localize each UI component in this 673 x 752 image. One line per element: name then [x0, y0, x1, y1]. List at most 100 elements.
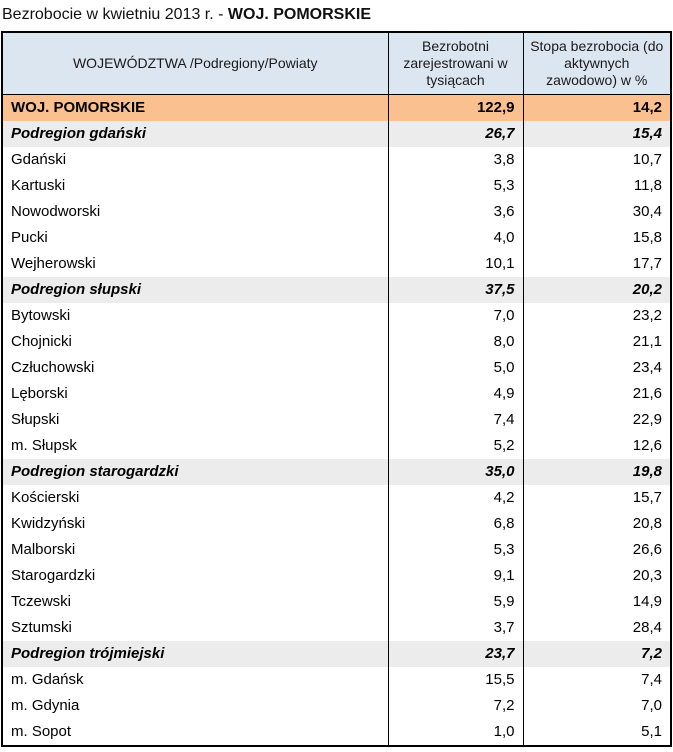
table-row: Chojnicki 8,0 21,1: [2, 328, 671, 355]
row-rate-value: 19,8: [522, 458, 671, 485]
row-unemployed-value: 15,5: [387, 666, 523, 693]
row-unemployed-value: 3,8: [387, 146, 523, 173]
table-row: Człuchowski 5,0 23,4: [2, 354, 671, 381]
row-rate-value: 23,2: [522, 302, 671, 329]
row-unemployed-value: 7,0: [387, 302, 523, 329]
row-label: Gdański: [11, 150, 67, 168]
row-label: Chojnicki: [11, 332, 72, 350]
row-unemployed-value: 5,2: [387, 432, 523, 459]
page-title-region: WOJ. POMORSKIE: [227, 6, 372, 23]
table-row: m. Gdańsk 15,5 7,4: [2, 666, 671, 693]
row-rate-value: 21,6: [522, 380, 671, 407]
row-rate-value: 5,1: [522, 718, 671, 746]
table-row: Podregion trójmiejski 23,7 7,2: [2, 640, 671, 667]
row-unemployed-value: 3,6: [387, 198, 523, 225]
row-unemployed-value: 5,3: [387, 172, 523, 199]
row-unemployed-value: 4,9: [387, 380, 523, 407]
table-row: Słupski 7,4 22,9: [2, 406, 671, 433]
row-label: Kartuski: [11, 176, 66, 194]
header-rate-column: Stopa bezrobocia (do aktywnych zawodowo)…: [522, 32, 671, 95]
row-rate-value: 11,8: [522, 172, 671, 199]
row-label: Starogardzki: [11, 566, 96, 584]
row-rate-value: 15,7: [522, 484, 671, 511]
row-unemployed-value: 5,0: [387, 354, 523, 381]
table-row: Pucki 4,0 15,8: [2, 224, 671, 251]
row-label: Podregion słupski: [11, 280, 142, 298]
page-title: Bezrobocie w kwietniu 2013 r. - WOJ. POM…: [2, 4, 672, 26]
row-unemployed-value: 5,9: [387, 588, 523, 615]
row-label: Wejherowski: [11, 254, 96, 272]
table-row: WOJ. POMORSKIE 122,9 14,2: [2, 94, 671, 121]
row-unemployed-value: 35,0: [387, 458, 523, 485]
row-unemployed-value: 6,8: [387, 510, 523, 537]
row-unemployed-value: 1,0: [387, 718, 523, 746]
row-rate-value: 28,4: [522, 614, 671, 641]
row-label: Nowodworski: [11, 202, 101, 220]
table-row: Nowodworski 3,6 30,4: [2, 198, 671, 225]
row-rate-value: 7,4: [522, 666, 671, 693]
table-row: Podregion słupski 37,5 20,2: [2, 276, 671, 303]
row-label: Słupski: [11, 410, 60, 428]
row-label: m. Sopot: [11, 722, 72, 740]
table-row: Malborski 5,3 26,6: [2, 536, 671, 563]
row-label: Kwidzyński: [11, 514, 86, 532]
row-label: Podregion gdański: [11, 124, 147, 142]
page-title-prefix: Bezrobocie w kwietniu 2013 r. -: [2, 6, 228, 23]
table-row: Bytowski 7,0 23,2: [2, 302, 671, 329]
row-label: Kościerski: [11, 488, 80, 506]
row-rate-value: 17,7: [522, 250, 671, 277]
row-rate-value: 14,9: [522, 588, 671, 615]
row-label: m. Gdynia: [11, 696, 80, 714]
row-rate-value: 20,2: [522, 276, 671, 303]
row-label: Malborski: [11, 540, 76, 558]
row-rate-value: 15,8: [522, 224, 671, 251]
row-rate-value: 30,4: [522, 198, 671, 225]
table-body: WOJ. POMORSKIE 122,9 14,2 Podregion gdański…: [2, 94, 671, 746]
row-label: Podregion trójmiejski: [11, 644, 165, 662]
row-rate-value: 7,2: [522, 640, 671, 667]
row-unemployed-value: 4,2: [387, 484, 523, 511]
row-unemployed-value: 10,1: [387, 250, 523, 277]
row-unemployed-value: 23,7: [387, 640, 523, 667]
row-rate-value: 14,2: [522, 94, 671, 121]
row-label: m. Gdańsk: [11, 670, 84, 688]
row-rate-value: 20,8: [522, 510, 671, 537]
row-rate-value: 20,3: [522, 562, 671, 589]
row-unemployed-value: 4,0: [387, 224, 523, 251]
table-row: Podregion gdański 26,7 15,4: [2, 120, 671, 147]
table-row: m. Słupsk 5,2 12,6: [2, 432, 671, 459]
row-rate-value: 7,0: [522, 692, 671, 719]
row-label: Podregion starogardzki: [11, 462, 179, 480]
table-row: Kartuski 5,3 11,8: [2, 172, 671, 199]
header-region-column: WOJEWÓDZTWA /Podregiony/Powiaty: [2, 32, 388, 95]
row-unemployed-value: 3,7: [387, 614, 523, 641]
table-row: Gdański 3,8 10,7: [2, 146, 671, 173]
table-row: Lęborski 4,9 21,6: [2, 380, 671, 407]
table-row: Starogardzki 9,1 20,3: [2, 562, 671, 589]
row-label: Człuchowski: [11, 358, 95, 376]
row-unemployed-value: 8,0: [387, 328, 523, 355]
row-rate-value: 12,6: [522, 432, 671, 459]
row-label: Pucki: [11, 228, 48, 246]
table-row: Kościerski 4,2 15,7: [2, 484, 671, 511]
row-unemployed-value: 26,7: [387, 120, 523, 147]
row-label: Tczewski: [11, 592, 72, 610]
table-row: m. Gdynia 7,2 7,0: [2, 692, 671, 719]
table-row: m. Sopot 1,0 5,1: [2, 718, 671, 746]
unemployment-table: WOJEWÓDZTWA /Podregiony/Powiaty Bezrobot…: [1, 31, 672, 747]
table-row: Tczewski 5,9 14,9: [2, 588, 671, 615]
table-header-row: WOJEWÓDZTWA /Podregiony/Powiaty Bezrobot…: [2, 32, 671, 95]
row-rate-value: 15,4: [522, 120, 671, 147]
row-label: Lęborski: [11, 384, 68, 402]
row-label: Bytowski: [11, 306, 71, 324]
table-row: Podregion starogardzki 35,0 19,8: [2, 458, 671, 485]
row-unemployed-value: 37,5: [387, 276, 523, 303]
table-row: Kwidzyński 6,8 20,8: [2, 510, 671, 537]
row-unemployed-value: 7,2: [387, 692, 523, 719]
row-unemployed-value: 122,9: [387, 94, 523, 121]
row-unemployed-value: 5,3: [387, 536, 523, 563]
row-rate-value: 23,4: [522, 354, 671, 381]
row-rate-value: 22,9: [522, 406, 671, 433]
row-label: WOJ. POMORSKIE: [11, 98, 146, 116]
